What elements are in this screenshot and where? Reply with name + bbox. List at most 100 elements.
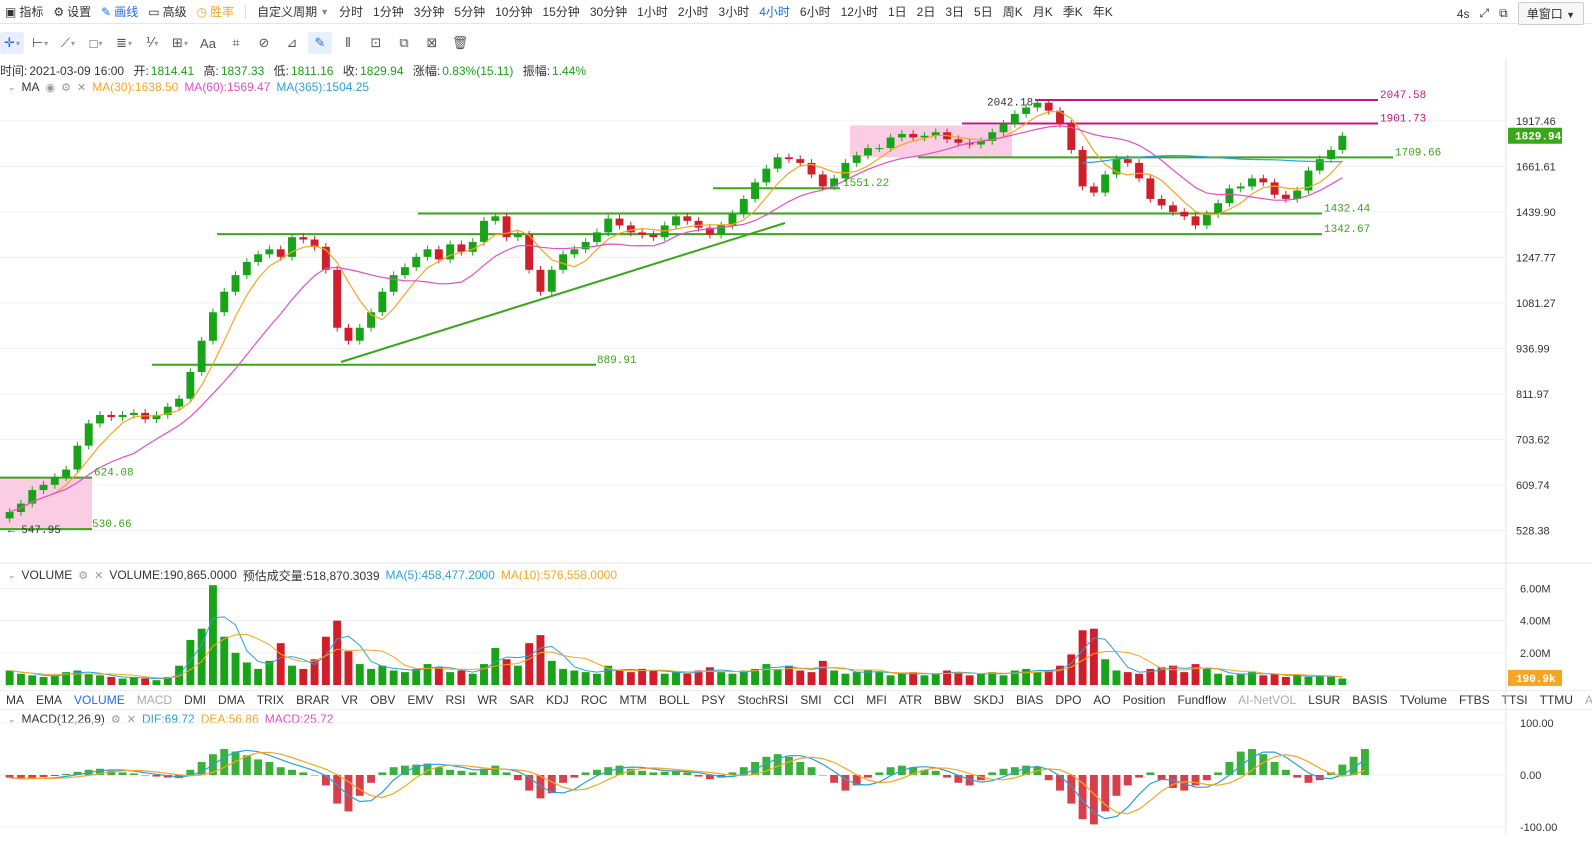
collapse-icon[interactable]: ⌄ bbox=[8, 713, 16, 724]
indicator-tab-dma[interactable]: DMA bbox=[218, 693, 245, 707]
close-icon[interactable]: ✕ bbox=[77, 81, 87, 94]
channel-icon[interactable]: ≣ ▾ bbox=[116, 35, 132, 50]
indicator-tab-brar[interactable]: BRAR bbox=[296, 693, 330, 707]
period-3[interactable]: 5分钟 bbox=[454, 5, 486, 19]
lock-icon[interactable]: ⊡ bbox=[370, 35, 382, 50]
indicator-tab-ao[interactable]: AO bbox=[1093, 693, 1111, 707]
period-10[interactable]: 4小时 bbox=[759, 5, 790, 19]
period-9[interactable]: 3小时 bbox=[718, 5, 750, 19]
gear-icon[interactable]: ⚙ bbox=[110, 713, 121, 726]
indicator-tab-bbw[interactable]: BBW bbox=[934, 693, 962, 707]
indicator-tab-position[interactable]: Position bbox=[1122, 693, 1166, 707]
indicator-tab-ema[interactable]: EMA bbox=[36, 693, 63, 707]
measure-icon[interactable]: ⊞ ▾ bbox=[172, 35, 188, 50]
indicator-tab-tvolume[interactable]: TVolume bbox=[1399, 693, 1447, 707]
close-icon[interactable]: ✕ bbox=[94, 569, 104, 582]
fullscreen-icon[interactable]: ⤢ bbox=[1479, 6, 1490, 20]
period-19[interactable]: 季K bbox=[1062, 5, 1083, 19]
indicator-tab-rsi[interactable]: RSI bbox=[445, 693, 466, 707]
volume-bar bbox=[694, 670, 703, 685]
collapse-icon[interactable]: ⌄ bbox=[8, 81, 16, 92]
period-15[interactable]: 3日 bbox=[945, 5, 965, 19]
indicator-button[interactable]: ▣ 指标 bbox=[5, 4, 44, 20]
pattern-icon[interactable]: ⌗ bbox=[232, 35, 240, 50]
ruler-icon[interactable]: ⊿ bbox=[286, 35, 298, 50]
indicator-tab-sar[interactable]: SAR bbox=[509, 693, 535, 707]
indicator-tab-boll[interactable]: BOLL bbox=[658, 693, 690, 707]
period-20[interactable]: 年K bbox=[1092, 5, 1113, 19]
settings-button[interactable]: ⚙ 设置 bbox=[53, 4, 92, 20]
period-16[interactable]: 5日 bbox=[974, 5, 993, 19]
fibonacci-icon[interactable]: ⅟ ▾ bbox=[145, 35, 159, 50]
eye-icon[interactable]: ◉ bbox=[45, 81, 56, 94]
indicator-tab-basis[interactable]: BASIS bbox=[1352, 693, 1388, 707]
indicator-tab-cci[interactable]: CCI bbox=[833, 693, 855, 707]
copy-icon[interactable]: ⧉ bbox=[399, 35, 409, 50]
indicator-tab-ma[interactable]: MA bbox=[6, 693, 24, 707]
indicator-tab-mtm[interactable]: MTM bbox=[619, 693, 647, 707]
text-icon[interactable]: Aa bbox=[200, 35, 216, 51]
period-13[interactable]: 1日 bbox=[887, 5, 907, 19]
period-5[interactable]: 15分钟 bbox=[542, 5, 580, 19]
indicator-tab-dpo[interactable]: DPO bbox=[1055, 693, 1082, 707]
indicator-tab-roc[interactable]: ROC bbox=[580, 693, 608, 707]
close-icon[interactable]: ✕ bbox=[126, 713, 137, 726]
indicator-tab-bias[interactable]: BIAS bbox=[1016, 693, 1044, 707]
indicator-tab-ftbs[interactable]: FTBS bbox=[1458, 693, 1490, 707]
winrate-button[interactable]: ◷ 胜率 bbox=[196, 4, 235, 20]
crosshair-icon[interactable]: ✛ ▾ bbox=[0, 32, 24, 54]
indicator-tab-emv[interactable]: EMV bbox=[407, 693, 434, 707]
indicator-tab-lsur[interactable]: LSUR bbox=[1308, 693, 1341, 707]
period-11[interactable]: 6小时 bbox=[799, 5, 831, 19]
advanced-button[interactable]: ▭ 高级 bbox=[148, 4, 187, 20]
period-4[interactable]: 10分钟 bbox=[495, 5, 533, 19]
indicator-tab-atr[interactable]: ATR bbox=[898, 693, 923, 707]
period-18[interactable]: 月K bbox=[1032, 5, 1053, 19]
indicator-tab-dmi[interactable]: DMI bbox=[184, 693, 207, 707]
custom-period-dropdown[interactable]: 自定义周期 ▼ bbox=[257, 5, 330, 19]
indicator-tab-smi[interactable]: SMI bbox=[800, 693, 822, 707]
lock-drawing-icon[interactable]: ✎ bbox=[308, 32, 332, 54]
period-0[interactable]: 分时 bbox=[339, 5, 364, 19]
window-mode-dropdown[interactable]: 单窗口 ▼ bbox=[1517, 2, 1584, 25]
indicator-tab-mfi[interactable]: MFI bbox=[866, 693, 887, 707]
visibility-icon[interactable]: ⦀ bbox=[345, 35, 351, 50]
gear-icon[interactable]: ⚙ bbox=[61, 81, 72, 94]
indicator-tab-ttmu[interactable]: TTMU bbox=[1539, 693, 1573, 707]
indicator-tab-volume[interactable]: VOLUME bbox=[74, 693, 125, 707]
period-1[interactable]: 1分钟 bbox=[373, 5, 404, 19]
screenshot-icon[interactable]: ⊠ bbox=[426, 35, 438, 50]
indicator-tab-stochrsi[interactable]: StochRSI bbox=[737, 693, 789, 707]
indicator-tab-vr[interactable]: VR bbox=[341, 693, 359, 707]
gear-icon[interactable]: ⚙ bbox=[78, 569, 89, 582]
volume-bar bbox=[1033, 672, 1042, 685]
indicator-tab-fundflow[interactable]: Fundflow bbox=[1177, 693, 1227, 707]
period-8[interactable]: 2小时 bbox=[677, 5, 709, 19]
period-14[interactable]: 2日 bbox=[916, 5, 936, 19]
rectangle-icon[interactable]: □ ▾ bbox=[89, 35, 103, 51]
collapse-icon[interactable]: ⌄ bbox=[8, 569, 16, 580]
indicator-tab-ai-netvol[interactable]: AI-NetVOL bbox=[1238, 693, 1297, 707]
magnet-icon[interactable]: ⊘ bbox=[258, 35, 270, 50]
indicator-tab-ttsi[interactable]: TTSI bbox=[1501, 693, 1528, 707]
refresh-interval[interactable]: 4s bbox=[1456, 6, 1470, 21]
period-7[interactable]: 1小时 bbox=[637, 5, 668, 19]
indicator-tab-psy[interactable]: PSY bbox=[701, 693, 726, 707]
indicator-tab-wr[interactable]: WR bbox=[477, 693, 498, 707]
period-17[interactable]: 周K bbox=[1002, 5, 1023, 19]
indicator-tab-ai-bsi[interactable]: AI-BSI bbox=[1584, 693, 1592, 707]
draw-button[interactable]: ✎ 画线 bbox=[101, 4, 139, 20]
indicator-tab-obv[interactable]: OBV bbox=[370, 693, 396, 707]
period-12[interactable]: 12小时 bbox=[840, 5, 878, 19]
period-6[interactable]: 30分钟 bbox=[589, 5, 628, 19]
horizontal-line-icon[interactable]: ⊢ ▾ bbox=[31, 35, 49, 50]
indicator-tab-skdj[interactable]: SKDJ bbox=[973, 693, 1005, 707]
trend-line-icon[interactable]: ⟋ ▾ bbox=[60, 35, 76, 50]
indicator-tab-trix[interactable]: TRIX bbox=[256, 693, 285, 707]
indicator-tab-macd[interactable]: MACD bbox=[136, 693, 173, 707]
indicator-tab-kdj[interactable]: KDJ bbox=[546, 693, 569, 707]
popout-icon[interactable]: ⧉ bbox=[1499, 6, 1508, 20]
trash-icon[interactable]: 🗑 bbox=[451, 35, 469, 50]
price-annotation: 1551.22 bbox=[843, 178, 889, 190]
period-2[interactable]: 3分钟 bbox=[413, 5, 445, 19]
